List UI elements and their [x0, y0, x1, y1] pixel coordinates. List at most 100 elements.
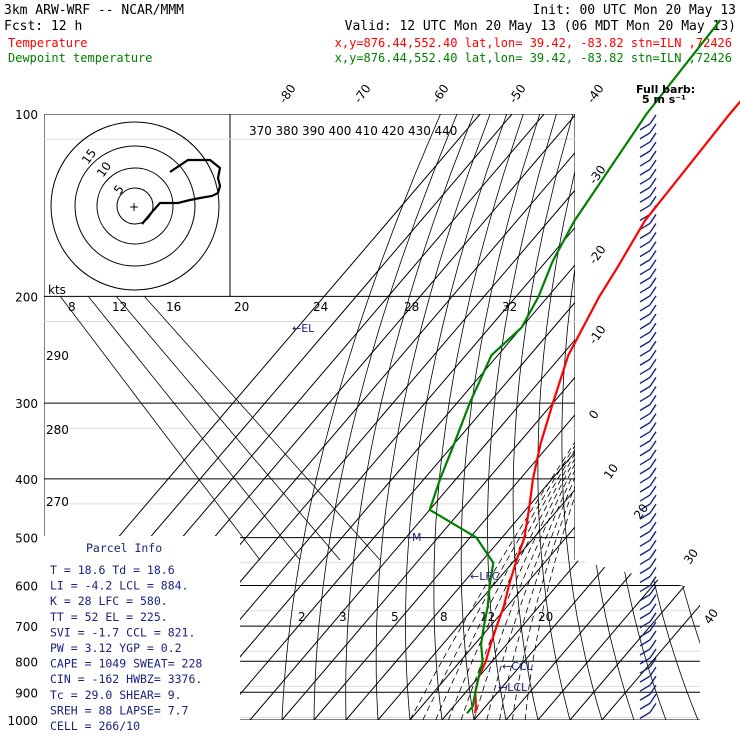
parcel-info-title: Parcel Info	[86, 541, 162, 555]
speed-line	[143, 295, 381, 561]
wind-barb-staff	[639, 259, 651, 267]
wind-barb-flag	[649, 440, 657, 451]
speed-label: 24	[313, 300, 328, 314]
wind-barb-flag	[649, 657, 657, 668]
parcel-info-row: LI = -4.2 LCL = 884.	[50, 579, 188, 593]
wind-barb-staff	[639, 150, 651, 158]
wind-barb-staff	[639, 376, 651, 384]
isotherm-label-right: -20	[586, 243, 609, 267]
wind-barb-flag	[649, 295, 657, 306]
wind-barb-flag	[649, 277, 657, 288]
wind-barb-staff	[639, 557, 651, 566]
wind-barb-staff	[639, 530, 651, 538]
speed-label: 16	[166, 300, 181, 314]
isotherm-line	[569, 114, 700, 720]
parcel-info-row: Tc = 29.0 SHEAR= 9.	[50, 688, 182, 702]
wind-barb-staff	[639, 485, 651, 493]
isotherm-line	[345, 114, 700, 720]
m-annotation: M	[412, 531, 422, 544]
isotherm-label-top: -80	[276, 82, 299, 106]
isotherm-line	[537, 114, 700, 720]
moist-adiabat	[460, 296, 667, 720]
dry-adiabat	[313, 114, 458, 720]
pressure-label-400: 400	[15, 473, 38, 487]
wind-barb-staff	[639, 204, 651, 212]
wind-barb-staff	[639, 666, 651, 674]
wind-barb-flag	[649, 639, 657, 650]
wind-barb-flag	[649, 503, 657, 514]
wind-barb-staff	[639, 621, 651, 629]
wind-barb-staff	[639, 123, 651, 131]
wind-barb-staff	[639, 431, 651, 439]
wind-barb-staff	[639, 548, 651, 556]
wind-barb-staff	[639, 132, 651, 140]
theta-label: 420	[382, 124, 405, 138]
wind-barb-flag	[649, 286, 657, 297]
wind-barb-staff	[639, 603, 651, 611]
wind-barb-staff	[639, 331, 651, 339]
wind-barb-flag	[649, 177, 657, 188]
wind-barb-flag	[649, 449, 657, 460]
init-time: Init: 00 UTC Mon 20 May 13	[533, 3, 737, 18]
wind-barb-staff	[639, 394, 651, 403]
theta-label: 440	[435, 124, 458, 138]
speed-label: 32	[502, 300, 517, 314]
wind-barb-staff	[639, 313, 651, 321]
isotherm-line	[473, 114, 700, 720]
wind-barb-flag	[649, 377, 657, 387]
hodograph-trace	[141, 158, 222, 225]
theta-label: 430	[408, 124, 431, 138]
wind-barb-flag	[649, 549, 657, 559]
wind-barb-flag	[649, 250, 657, 261]
hodograph-origin: +	[129, 200, 139, 214]
speed-line	[115, 295, 341, 561]
wind-barb-staff	[639, 566, 651, 575]
theta-side-label: 290	[46, 349, 69, 363]
hodograph-ring-label: 15	[79, 146, 99, 167]
wind-barb-flag	[649, 168, 657, 179]
wind-barb-flag	[649, 702, 657, 713]
wind-barb-flag	[649, 386, 657, 396]
wind-barb-flag	[649, 485, 657, 496]
wind-barb-staff	[639, 168, 651, 176]
theta-side-label: 270	[46, 495, 69, 509]
wind-barb-flag	[649, 576, 657, 586]
parcel-info-row: CIN = -162 HWBZ= 3376.	[50, 672, 202, 686]
wind-barb-flag	[649, 150, 657, 161]
pressure-label-300: 300	[15, 397, 38, 411]
isotherm-line	[441, 114, 700, 720]
wind-barb-flag	[649, 539, 657, 550]
wind-barb-flag	[649, 521, 657, 532]
ccl-annotation: ←CCL	[502, 660, 534, 673]
moist-adiabat	[435, 296, 671, 720]
wind-barb-staff	[639, 277, 651, 285]
wind-barb-flag	[649, 621, 657, 632]
temperature-location: x,y=876.44,552.40 lat,lon= 39.42, -83.82…	[335, 36, 732, 50]
temperature-profile	[474, 100, 740, 714]
wind-barb-flag	[649, 458, 657, 469]
wind-barb-flag	[649, 195, 657, 206]
wind-barb-flag	[649, 530, 657, 541]
hodograph-ring	[50, 121, 220, 291]
wind-barb-flag	[649, 404, 657, 414]
wind-barb-flag	[649, 693, 657, 704]
wind-barb-staff	[639, 422, 651, 430]
parcel-info-row: TT = 52 EL = 225.	[50, 610, 168, 624]
wind-barb-staff	[639, 440, 651, 448]
wind-barb-staff	[639, 358, 651, 366]
dewpoint-profile	[428, 19, 722, 715]
isotherm-label-right: 40	[701, 606, 721, 627]
mixing-ratio-label: 3	[339, 610, 347, 624]
wind-barb-staff	[639, 231, 651, 240]
isotherm-label-top: -50	[506, 82, 529, 106]
parcel-info-row: SVI = -1.7 CCL = 821.	[50, 625, 195, 639]
isotherm-line	[601, 114, 700, 720]
dry-adiabat	[650, 114, 700, 720]
wind-barb-staff	[639, 494, 651, 502]
wind-barb-staff	[639, 521, 651, 529]
wind-barb-staff	[639, 584, 651, 593]
dry-adiabat	[512, 114, 574, 720]
wind-barb-flag	[649, 684, 657, 695]
wind-barb-flag	[649, 340, 657, 351]
parcel-info-row: CELL = 266/10	[50, 719, 140, 733]
